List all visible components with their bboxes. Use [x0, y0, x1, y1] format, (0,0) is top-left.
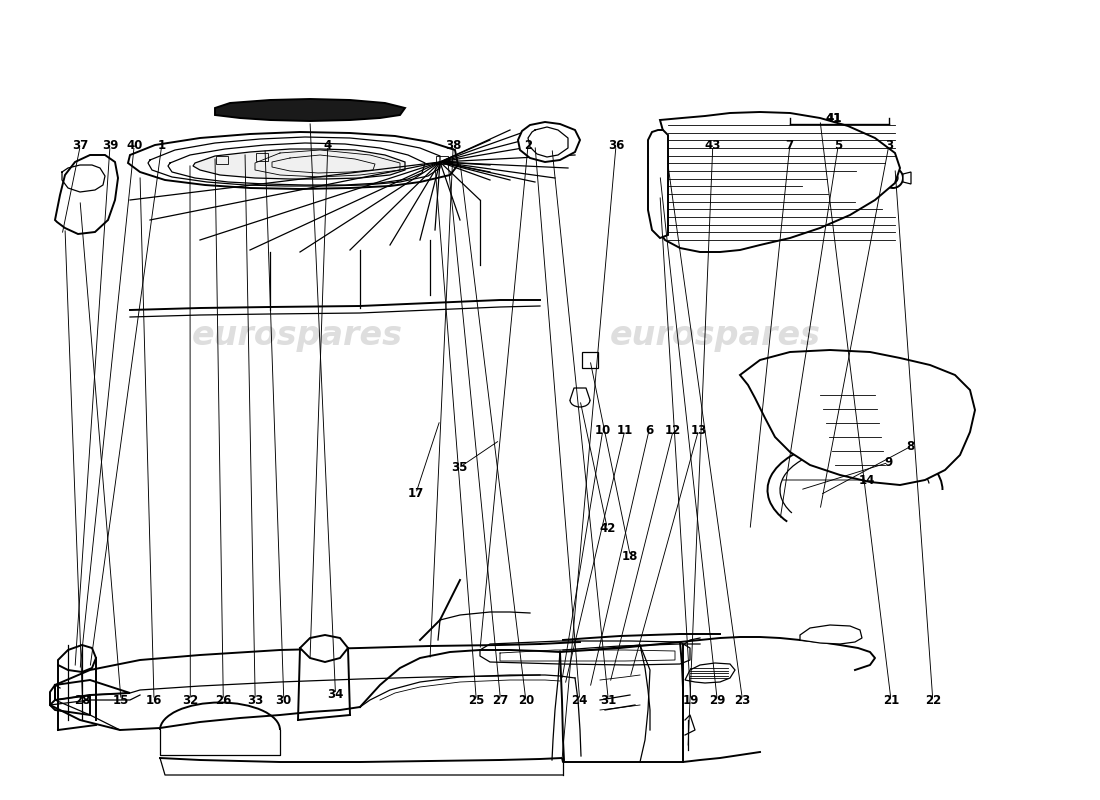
- Text: 42: 42: [600, 522, 615, 534]
- Polygon shape: [214, 99, 405, 121]
- Text: 15: 15: [113, 694, 129, 706]
- Text: 35: 35: [452, 461, 468, 474]
- Text: 32: 32: [183, 694, 198, 706]
- Text: 10: 10: [595, 424, 610, 437]
- Text: 6: 6: [645, 424, 653, 437]
- Text: 38: 38: [446, 139, 461, 152]
- Text: 1: 1: [157, 139, 166, 152]
- Text: 28: 28: [75, 694, 90, 706]
- Text: 12: 12: [666, 424, 681, 437]
- Polygon shape: [128, 132, 458, 189]
- Polygon shape: [58, 645, 96, 672]
- Text: 39: 39: [102, 139, 118, 152]
- Text: 43: 43: [705, 139, 720, 152]
- Polygon shape: [800, 625, 862, 644]
- Text: 17: 17: [408, 487, 424, 500]
- Circle shape: [218, 148, 222, 152]
- Text: 41: 41: [826, 112, 842, 125]
- Text: 14: 14: [859, 474, 874, 486]
- Polygon shape: [55, 680, 130, 700]
- Text: 11: 11: [617, 424, 632, 437]
- Text: 5: 5: [834, 139, 843, 152]
- Polygon shape: [582, 352, 598, 368]
- Text: 22: 22: [925, 694, 940, 706]
- Text: 16: 16: [146, 694, 162, 706]
- Polygon shape: [685, 663, 735, 683]
- Text: 8: 8: [906, 440, 915, 453]
- Text: 4: 4: [323, 139, 332, 152]
- Text: 9: 9: [884, 456, 893, 469]
- Text: 40: 40: [126, 139, 142, 152]
- Circle shape: [888, 173, 898, 183]
- Text: 31: 31: [601, 694, 616, 706]
- Text: 25: 25: [469, 694, 484, 706]
- Polygon shape: [648, 130, 668, 238]
- Text: 26: 26: [216, 694, 231, 706]
- Text: eurospares: eurospares: [609, 319, 821, 353]
- Polygon shape: [658, 112, 900, 252]
- Circle shape: [258, 145, 262, 149]
- Circle shape: [448, 163, 452, 167]
- Text: 3: 3: [884, 139, 893, 152]
- Polygon shape: [903, 172, 911, 184]
- Text: 23: 23: [735, 694, 750, 706]
- Text: 24: 24: [572, 694, 587, 706]
- Circle shape: [433, 156, 437, 160]
- Polygon shape: [192, 149, 405, 179]
- Text: 7: 7: [785, 139, 794, 152]
- Text: 13: 13: [691, 424, 706, 437]
- Text: 2: 2: [524, 139, 532, 152]
- Text: 30: 30: [276, 694, 292, 706]
- Polygon shape: [740, 350, 975, 485]
- Circle shape: [328, 142, 332, 146]
- Text: 21: 21: [883, 694, 899, 706]
- Polygon shape: [55, 155, 118, 234]
- Text: 27: 27: [493, 694, 508, 706]
- Text: 36: 36: [608, 139, 624, 152]
- Text: 20: 20: [518, 694, 534, 706]
- Text: eurospares: eurospares: [191, 319, 403, 353]
- Text: 34: 34: [328, 688, 343, 701]
- Text: 33: 33: [248, 694, 263, 706]
- Text: 41: 41: [826, 112, 842, 125]
- Text: 18: 18: [623, 550, 638, 562]
- Text: 29: 29: [710, 694, 725, 706]
- Text: 19: 19: [683, 694, 698, 706]
- Polygon shape: [300, 635, 348, 662]
- Text: 37: 37: [73, 139, 88, 152]
- Circle shape: [388, 146, 392, 150]
- Polygon shape: [518, 122, 580, 162]
